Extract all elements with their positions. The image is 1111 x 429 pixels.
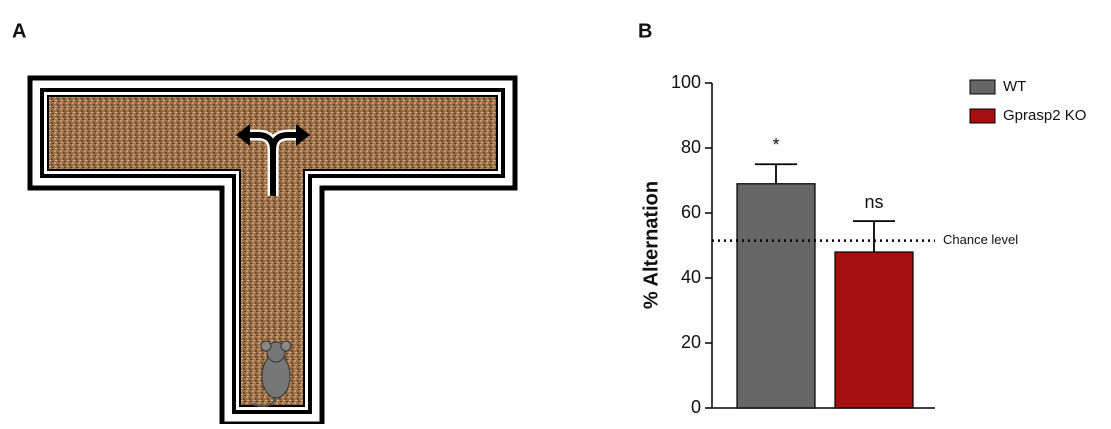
legend-swatch (969, 108, 996, 124)
panel-label: B (638, 20, 652, 42)
error-bar (853, 220, 895, 252)
bar (736, 183, 816, 409)
t-maze (27, 75, 518, 427)
y-tick-label: 100 (671, 72, 701, 92)
y-tick-label: 60 (681, 202, 701, 222)
y-tick-label: 0 (691, 397, 701, 417)
legend-swatch (969, 79, 996, 95)
panel-label: A (12, 20, 26, 42)
mouse-icon (251, 340, 292, 407)
y-axis-label: % Alternation (640, 181, 662, 309)
significance-label: * (772, 135, 779, 155)
reference-label: Chance level (943, 232, 1018, 247)
y-tick-label: 40 (681, 267, 701, 287)
y-tick-label: 80 (681, 137, 701, 157)
legend-label: Gprasp2 KO (1003, 107, 1086, 124)
y-tick-label: 20 (681, 332, 701, 352)
bar (834, 251, 914, 409)
legend-label: WT (1003, 78, 1026, 95)
significance-label: ns (864, 192, 883, 212)
error-bar (755, 163, 797, 184)
